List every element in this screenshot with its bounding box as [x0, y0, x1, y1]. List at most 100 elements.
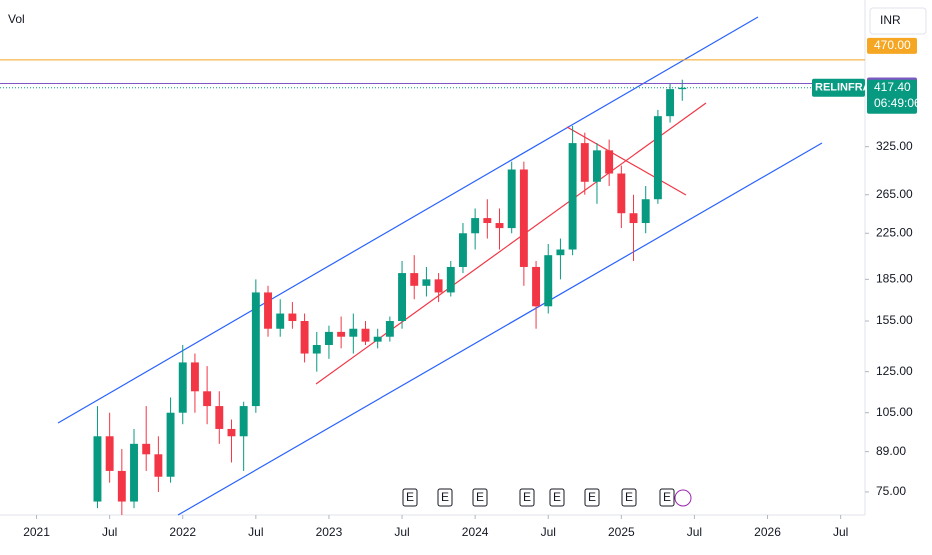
x-tick-label: 2022: [169, 525, 196, 539]
candle-body: [385, 321, 394, 337]
earnings-label: E: [625, 490, 633, 504]
x-tick-label: Jul: [248, 525, 263, 539]
candle-body: [410, 273, 419, 286]
candle-body: [446, 266, 455, 293]
earnings-marker[interactable]: [621, 488, 637, 507]
earnings-label: E: [588, 490, 596, 504]
last-price-label: 417.40: [874, 80, 911, 94]
y-tick-label: 125.00: [876, 364, 913, 378]
candle-body: [276, 313, 285, 329]
candle-body: [203, 391, 212, 407]
level-tag: [867, 37, 917, 54]
candle-body: [678, 87, 687, 90]
candle-body: [641, 199, 650, 224]
earnings-marker[interactable]: [584, 488, 600, 507]
candle-body: [264, 292, 272, 329]
earnings-marker[interactable]: [549, 488, 565, 507]
earnings-marker[interactable]: [472, 488, 488, 507]
candle-body: [507, 169, 516, 229]
candle-body: [349, 328, 358, 337]
last-price-tag: [867, 79, 917, 114]
candle-body: [483, 218, 492, 224]
candle-body: [300, 321, 309, 354]
x-tick-label: 2026: [754, 525, 781, 539]
earnings-label: E: [553, 490, 561, 504]
candle-body: [532, 266, 541, 307]
candle-body: [130, 443, 138, 502]
earnings-marker[interactable]: [659, 488, 675, 507]
x-tick-label: 2024: [462, 525, 489, 539]
symbol-tag: [812, 78, 865, 97]
candle-body: [544, 255, 553, 307]
earnings-marker[interactable]: [437, 488, 453, 507]
candle-body: [458, 233, 467, 267]
y-tick-label: 265.00: [876, 187, 913, 201]
x-tick-label: Jul: [394, 525, 409, 539]
candle-body: [471, 218, 480, 234]
earnings-label: E: [663, 490, 671, 504]
candle-body: [166, 412, 175, 477]
candle-body: [653, 116, 662, 200]
candle-body: [422, 279, 431, 286]
earnings-markers: [402, 488, 692, 507]
level-label: 470.00: [874, 38, 911, 52]
x-tick-label: Jul: [102, 525, 117, 539]
candle-body: [337, 331, 346, 337]
candle-body: [215, 406, 224, 429]
candle-body: [190, 362, 199, 392]
candle-body: [251, 292, 260, 407]
dividend-marker[interactable]: [674, 489, 692, 507]
symbol-label: RELINFRA: [815, 82, 871, 94]
candle-body: [178, 362, 187, 413]
trend-down: [566, 126, 687, 196]
candle-body: [93, 436, 102, 502]
channel-upper: [57, 16, 759, 424]
earnings-label: E: [406, 490, 414, 504]
y-tick-label: 89.00: [876, 444, 906, 458]
candle-body: [373, 336, 382, 342]
candle-body: [117, 470, 126, 502]
candle-body: [288, 313, 297, 322]
candle-body: [398, 273, 407, 322]
channel-lower: [177, 142, 823, 516]
y-tick-label: 155.00: [876, 313, 913, 327]
candle-body: [605, 150, 614, 174]
candle-body: [568, 143, 577, 250]
y-tick-label: 105.00: [876, 405, 913, 419]
candle-body: [361, 328, 370, 342]
candle-body: [105, 436, 114, 471]
x-tick-label: Jul: [833, 525, 848, 539]
y-tick-label: 75.00: [876, 484, 906, 498]
candle-body: [580, 143, 589, 182]
y-tick-label: 325.00: [876, 139, 913, 153]
currency-button[interactable]: [869, 7, 927, 35]
candle-body: [154, 454, 163, 477]
x-tick-label: Jul: [541, 525, 556, 539]
candle-body: [629, 213, 638, 224]
candle-body: [519, 169, 528, 267]
x-tick-label: 2021: [23, 525, 50, 539]
candle-body: [312, 344, 321, 354]
earnings-label: E: [476, 490, 484, 504]
earnings-label: E: [441, 490, 449, 504]
candle-body: [142, 443, 151, 455]
candle-body: [324, 331, 333, 345]
candle-body: [666, 89, 675, 117]
earnings-marker[interactable]: [402, 488, 418, 507]
x-tick-label: 2023: [316, 525, 343, 539]
candle-body: [434, 279, 443, 293]
candle-body: [593, 150, 601, 182]
candle-body: [239, 406, 248, 437]
x-tick-label: 2025: [608, 525, 635, 539]
y-tick-label: 225.00: [876, 225, 913, 239]
earnings-marker[interactable]: [519, 488, 535, 507]
currency: INR: [880, 13, 901, 27]
candle-body: [556, 249, 565, 256]
candle-body: [617, 173, 626, 214]
y-tick-label: 185.00: [876, 272, 913, 286]
earnings-label: E: [523, 490, 531, 504]
x-tick-label: Jul: [687, 525, 702, 539]
volume-label: Vol: [8, 12, 25, 26]
